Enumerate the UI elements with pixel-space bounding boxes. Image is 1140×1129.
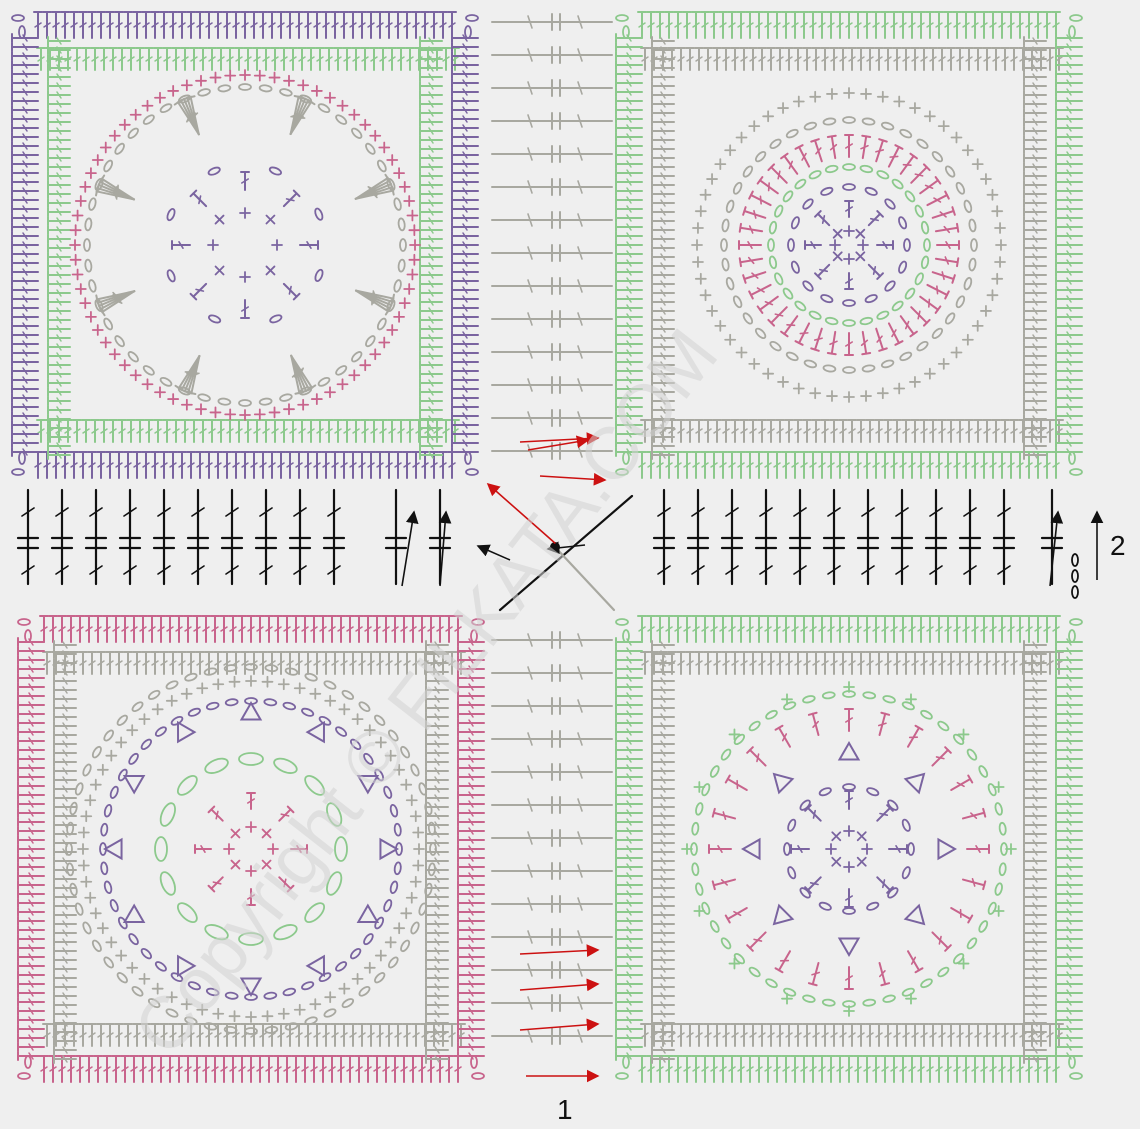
motif-bottom-left	[17, 615, 485, 1083]
join-strip-horizontal	[16, 488, 1079, 599]
join-strip-vertical-top	[491, 13, 613, 460]
direction-arrows	[401, 432, 1104, 1083]
row-1-label: 1	[557, 1094, 573, 1125]
join-strip-vertical-bottom	[491, 631, 613, 1045]
motif-top-right	[615, 11, 1083, 479]
motif-bottom-right	[615, 615, 1083, 1083]
row-2-label: 2	[1110, 530, 1126, 561]
motif-top-left	[11, 11, 479, 479]
